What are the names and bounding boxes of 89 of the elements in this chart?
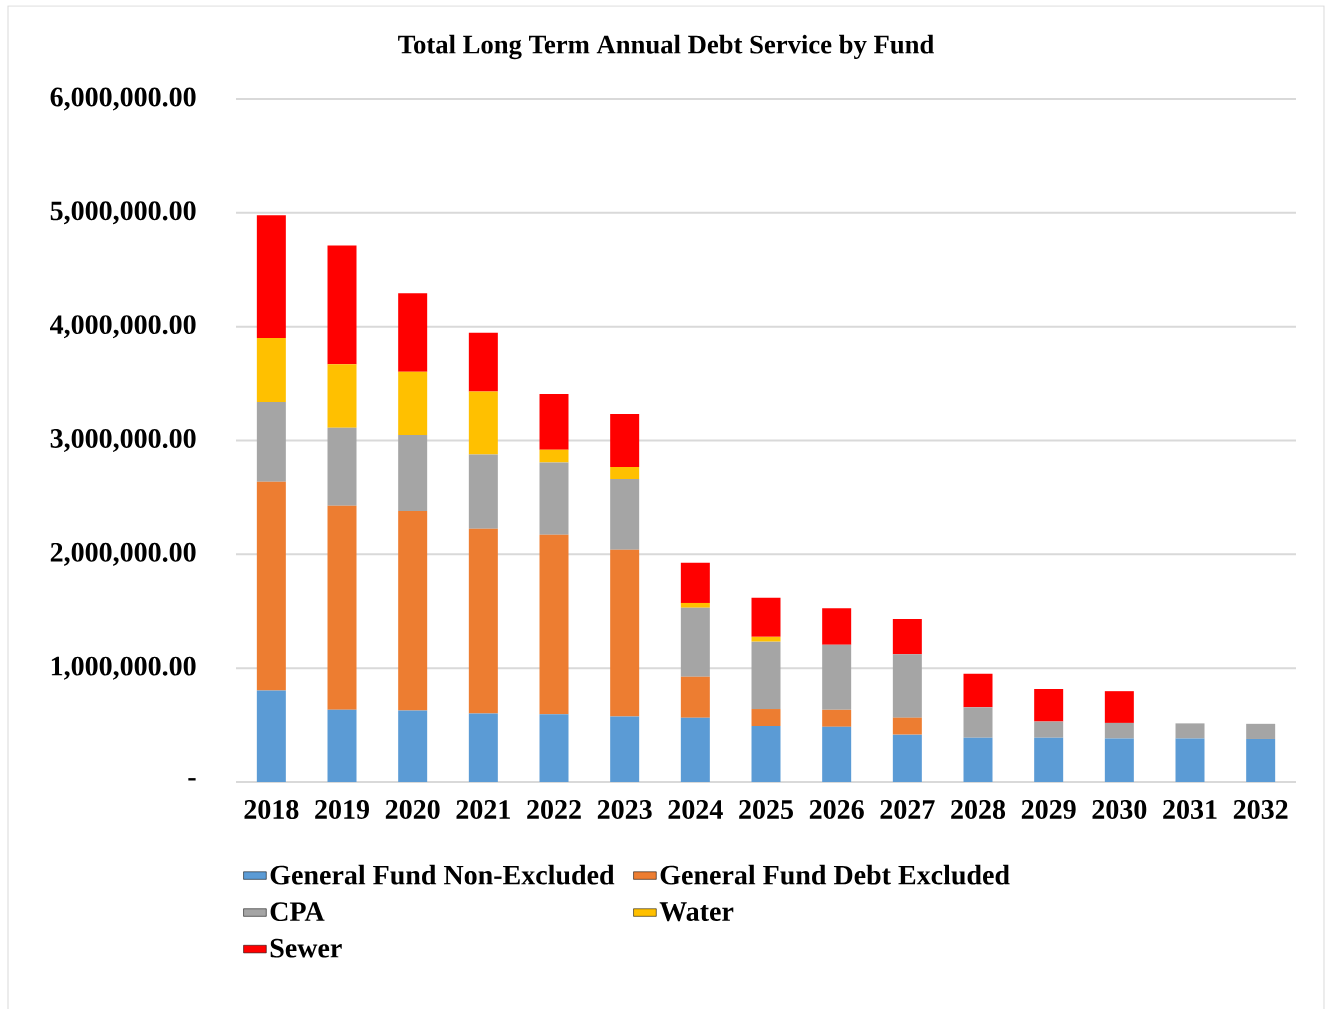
legend-label: Water bbox=[659, 902, 734, 922]
x-tick-label: 2022 bbox=[527, 800, 581, 819]
bar bbox=[398, 293, 428, 372]
bar bbox=[610, 467, 640, 480]
legend-label: CPA bbox=[270, 902, 325, 922]
y-tick-label: 3,000,000.00 bbox=[50, 429, 196, 452]
bar bbox=[327, 427, 357, 506]
bar bbox=[1034, 737, 1064, 782]
bar bbox=[892, 717, 922, 735]
bar bbox=[822, 644, 852, 710]
x-tick-label: 2025 bbox=[739, 800, 793, 819]
bar bbox=[1034, 721, 1064, 738]
y-tick-label: 5,000,000.00 bbox=[50, 201, 196, 225]
bar bbox=[680, 562, 710, 603]
legend-label: General Fund Debt Excluded bbox=[660, 864, 1010, 885]
x-tick-label: 2030 bbox=[1092, 800, 1147, 819]
bar bbox=[963, 673, 993, 708]
x-tick-label: 2024 bbox=[668, 800, 723, 819]
bar bbox=[610, 549, 640, 717]
x-tick-label: 2023 bbox=[597, 800, 652, 819]
bar bbox=[398, 710, 428, 782]
bar bbox=[539, 534, 569, 715]
legend-label: General Fund Non-Excluded bbox=[270, 864, 615, 885]
bar bbox=[256, 402, 286, 482]
bar bbox=[892, 654, 922, 718]
bar bbox=[751, 709, 781, 726]
bar bbox=[398, 511, 428, 711]
bar bbox=[327, 364, 357, 428]
x-tick-label: 2019 bbox=[315, 800, 369, 819]
x-tick-label: 2032 bbox=[1233, 800, 1288, 819]
bar bbox=[751, 726, 781, 782]
bar bbox=[539, 714, 569, 782]
bar bbox=[963, 707, 993, 738]
bar bbox=[822, 709, 852, 727]
bar bbox=[327, 245, 357, 365]
bar bbox=[398, 435, 428, 512]
bar bbox=[468, 391, 498, 455]
bar bbox=[680, 717, 710, 782]
x-tick-label: 2031 bbox=[1163, 800, 1217, 819]
bar bbox=[610, 716, 640, 782]
y-tick-label: 6,000,000.00 bbox=[50, 87, 196, 111]
bar bbox=[1104, 722, 1134, 739]
x-tick-label: 2028 bbox=[951, 800, 1006, 819]
x-tick-label: 2027 bbox=[880, 800, 935, 819]
bar bbox=[892, 619, 922, 655]
bar bbox=[398, 371, 428, 436]
bar bbox=[751, 641, 781, 710]
bar bbox=[256, 481, 286, 691]
bar bbox=[1175, 723, 1205, 739]
x-tick-label: 2018 bbox=[244, 800, 299, 819]
bar bbox=[468, 332, 498, 392]
bar bbox=[822, 726, 852, 782]
y-tick-label: 1,000,000.00 bbox=[51, 656, 196, 680]
bar bbox=[539, 449, 569, 463]
bar bbox=[680, 607, 710, 677]
bar bbox=[1104, 691, 1134, 723]
y-tick-label: 2,000,000.00 bbox=[50, 542, 196, 566]
bar bbox=[256, 215, 286, 339]
bar bbox=[751, 636, 781, 642]
bar bbox=[1175, 738, 1205, 782]
bar bbox=[680, 602, 710, 608]
bar bbox=[539, 394, 569, 450]
bar bbox=[468, 713, 498, 782]
bar bbox=[610, 413, 640, 468]
bar bbox=[680, 676, 710, 718]
bar bbox=[327, 505, 357, 710]
y-tick-label: - bbox=[188, 778, 196, 781]
bar bbox=[468, 528, 498, 714]
bar bbox=[892, 734, 922, 782]
x-tick-label: 2029 bbox=[1021, 800, 1076, 819]
bar bbox=[1246, 723, 1276, 739]
bar bbox=[751, 597, 781, 637]
bar bbox=[256, 338, 286, 403]
bar bbox=[256, 690, 286, 782]
chart-title: Total Long Term Annual Debt Service by Fund bbox=[398, 34, 935, 60]
x-tick-label: 2021 bbox=[456, 800, 510, 819]
x-tick-label: 2020 bbox=[385, 800, 440, 819]
bar bbox=[1246, 738, 1276, 782]
bar bbox=[1104, 738, 1134, 782]
x-tick-label: 2026 bbox=[809, 800, 864, 819]
bar bbox=[963, 737, 993, 782]
bar bbox=[468, 454, 498, 529]
bar bbox=[610, 479, 640, 550]
y-tick-label: 4,000,000.00 bbox=[50, 315, 196, 339]
bar bbox=[1034, 689, 1064, 722]
legend-label: Sewer bbox=[270, 938, 342, 958]
bar bbox=[822, 608, 852, 645]
bar bbox=[327, 709, 357, 782]
bar bbox=[539, 462, 569, 535]
